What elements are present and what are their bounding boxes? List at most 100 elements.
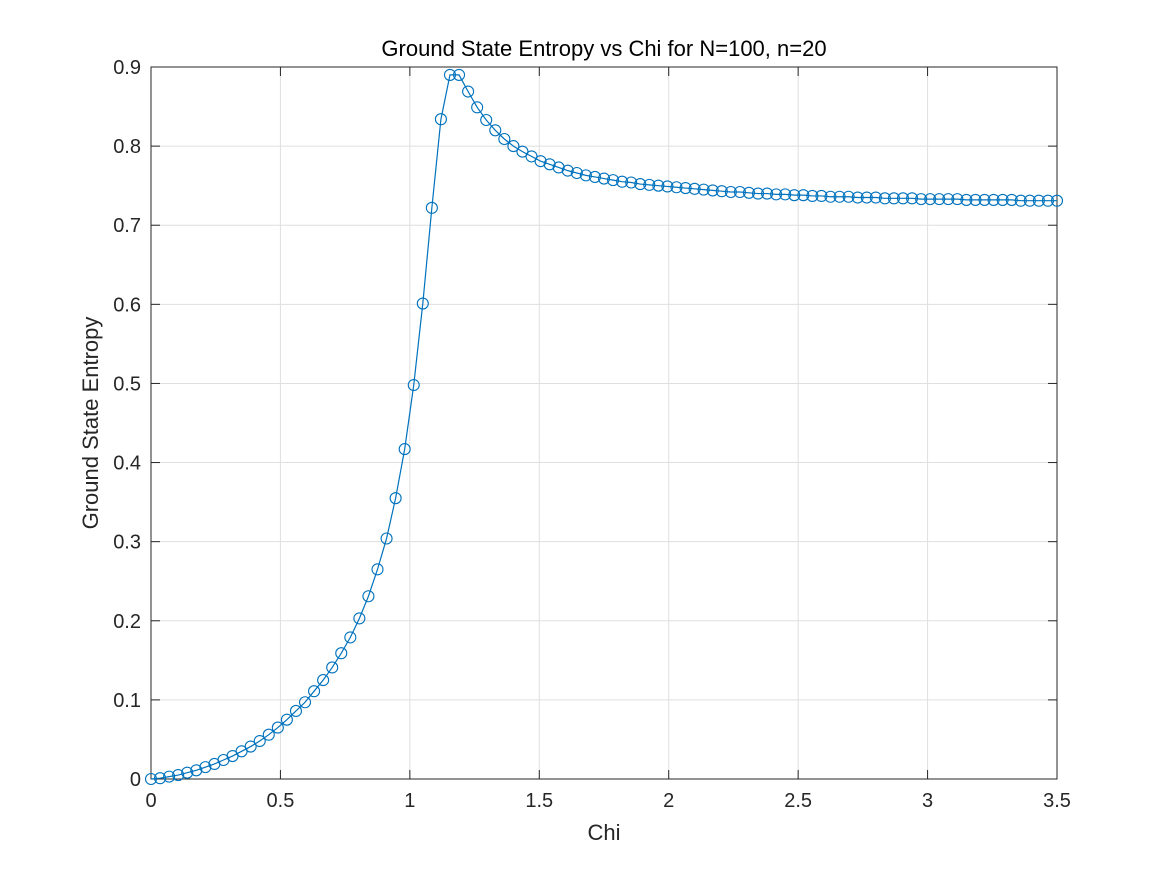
x-tick-label: 3.5	[1043, 790, 1071, 812]
data-point-marker	[987, 193, 1000, 206]
data-point-marker	[471, 101, 484, 114]
data-point-marker	[860, 191, 873, 204]
data-point-marker	[942, 193, 955, 206]
data-point-marker	[715, 185, 728, 198]
data-point-marker	[733, 185, 746, 199]
data-point-marker	[561, 164, 574, 177]
x-tick-label: 0	[145, 790, 156, 812]
data-point-marker	[480, 113, 493, 127]
data-point-marker	[199, 761, 212, 774]
data-point-marker	[806, 189, 819, 202]
data-point-marker	[751, 187, 765, 200]
data-series	[144, 68, 1064, 786]
data-point-marker	[869, 191, 882, 204]
data-point-marker	[616, 175, 629, 188]
data-point-marker	[697, 183, 710, 196]
y-tick-label: 0.8	[113, 136, 141, 158]
data-point-marker	[434, 113, 447, 126]
data-point-marker	[661, 180, 674, 193]
data-point-marker	[588, 170, 601, 184]
data-point-marker	[924, 193, 937, 206]
data-point-marker	[951, 193, 964, 206]
data-point-marker	[181, 766, 194, 779]
x-tick-label: 3	[922, 790, 933, 812]
data-point-marker	[688, 182, 701, 195]
y-tick-labels: 0 0.1 0.2 0.3 0.4 0.5 0.6 0.7 0.8 0.9	[113, 57, 141, 791]
data-point-marker	[597, 172, 611, 185]
y-tick-label: 0.4	[113, 453, 141, 475]
x-axis-label: Chi	[587, 820, 620, 845]
data-point-marker	[1005, 193, 1018, 206]
data-point-marker	[1014, 194, 1027, 207]
data-point-marker	[996, 193, 1009, 206]
data-point-marker	[570, 166, 583, 180]
data-point-marker	[679, 181, 692, 195]
data-point-marker	[842, 190, 855, 203]
data-point-marker	[896, 192, 910, 205]
y-tick-label: 0.6	[113, 294, 141, 316]
data-point-marker	[1050, 194, 1064, 207]
data-point-marker	[163, 770, 176, 783]
y-tick-label: 0.9	[113, 57, 141, 79]
y-tick-label: 0.1	[113, 690, 141, 712]
data-point-marker	[308, 685, 321, 698]
x-tick-label: 2	[663, 790, 674, 812]
data-point-marker	[144, 772, 158, 786]
data-point-marker	[706, 184, 719, 197]
x-tick-label: 0.5	[267, 790, 295, 812]
y-axis-label: Ground State Entropy	[78, 317, 103, 530]
axes-box	[150, 66, 1058, 780]
data-point-marker	[462, 85, 475, 98]
data-point-marker	[878, 192, 891, 205]
data-point-marker	[534, 155, 547, 168]
data-point-marker	[579, 169, 592, 182]
data-point-marker	[498, 132, 511, 146]
data-point-marker	[788, 189, 801, 202]
data-point-marker	[425, 201, 438, 214]
data-point-marker	[815, 189, 828, 202]
data-point-marker	[978, 193, 991, 206]
y-tick-label: 0	[130, 769, 141, 791]
data-point-marker	[742, 186, 756, 199]
data-point-marker	[362, 590, 375, 603]
data-point-marker	[289, 704, 303, 718]
data-point-marker	[833, 190, 846, 203]
x-tick-labels: 0 0.5 1 1.5 2 2.5 3 3.5	[145, 790, 1070, 812]
data-point-marker	[507, 140, 520, 153]
data-point-marker	[443, 68, 457, 81]
data-point-marker	[389, 492, 402, 505]
data-point-marker	[552, 161, 565, 174]
y-tick-label: 0.5	[113, 373, 141, 395]
data-point-marker	[280, 713, 293, 726]
data-point-marker	[244, 740, 257, 753]
data-point-marker	[317, 674, 330, 687]
data-point-marker	[398, 443, 411, 456]
data-point-marker	[190, 764, 203, 777]
data-point-marker	[344, 631, 357, 644]
data-point-marker	[652, 179, 665, 192]
data-point-marker	[452, 68, 466, 81]
data-point-marker	[489, 124, 502, 137]
y-tick-label: 0.2	[113, 611, 141, 633]
data-point-marker	[335, 647, 348, 660]
data-point-marker	[1032, 194, 1045, 207]
data-point-marker	[253, 734, 266, 748]
data-point-marker	[154, 772, 167, 785]
data-point-marker	[416, 297, 429, 310]
data-point-marker	[851, 191, 864, 204]
chart-title: Ground State Entropy vs Chi for N=100, n…	[381, 36, 826, 61]
data-point-marker	[407, 378, 420, 392]
x-tick-label: 1.5	[525, 790, 553, 812]
data-point-marker	[724, 185, 737, 199]
data-point-marker	[670, 181, 683, 194]
data-point-marker	[969, 193, 982, 206]
data-point-marker	[326, 661, 339, 674]
data-point-marker	[761, 187, 774, 200]
data-point-marker	[960, 193, 973, 206]
data-point-marker	[262, 728, 275, 741]
data-point-marker	[643, 178, 656, 191]
x-tick-label: 2.5	[784, 790, 812, 812]
x-tick-label: 1	[404, 790, 415, 812]
